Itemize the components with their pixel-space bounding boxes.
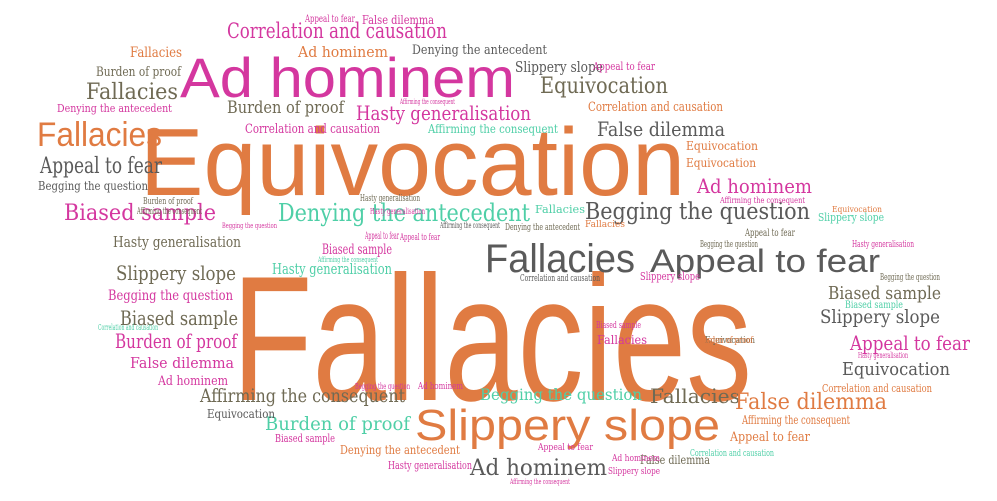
word-adhom-bottom: Ad hominem xyxy=(469,456,607,481)
word-false-dil-small: False dilemma xyxy=(640,453,710,467)
word-affirm-mid-tiny: Affirming the consequent xyxy=(317,256,378,264)
word-false-dilemma-m: False dilemma xyxy=(597,117,725,141)
word-begging-mid-tiny: Begging the question xyxy=(222,222,277,230)
word-affirm-bottom: Affirming the consequent xyxy=(199,385,405,407)
word-affirm-right: Affirming the consequent xyxy=(741,413,850,427)
word-affirm-bot: Affirming the consequent xyxy=(719,196,805,205)
word-appeal-fear-s: Appeal to fear xyxy=(592,60,655,73)
word-begging-left: Begging the question xyxy=(38,179,148,193)
word-begging-bottom: Begging the question xyxy=(480,385,642,404)
word-fallacies-m1: Fallacies xyxy=(37,116,162,154)
word-adhom-right: Ad hominem xyxy=(696,174,812,198)
word-affirm-tiny: Affirming the consequent xyxy=(136,207,202,217)
word-denying-bottom: Denying the antecedent xyxy=(340,443,460,457)
word-affirm-top: Affirming the consequent xyxy=(399,98,455,106)
word-begging-tiny: Begging the question xyxy=(880,273,940,283)
word-appeal-left: Appeal to fear xyxy=(39,154,162,179)
word-affirm-bottom-tiny: Affirming the consequent xyxy=(509,478,570,486)
word-hasty-tiny: Hasty generalisation xyxy=(852,240,914,250)
word-slippery-s: Slippery slope xyxy=(818,211,884,224)
word-equivocation-m: Equivocation xyxy=(540,74,668,99)
word-appeal-fear-mid: Appeal to fear xyxy=(365,231,400,242)
word-equiv-right: Equivocation xyxy=(842,359,950,380)
word-corr-mid: Correlation and causation xyxy=(245,122,380,137)
word-fallacies-xl: Fallacies xyxy=(232,239,752,438)
word-begging-small: Begging the question xyxy=(700,240,758,250)
word-slippery-bottom: Slippery slope xyxy=(608,467,660,477)
word-fallacies-teal: Fallacies xyxy=(535,203,585,216)
word-fallacies-small: Fallacies xyxy=(585,220,625,230)
word-equivocation-xl: Equivocation xyxy=(140,109,685,216)
word-corr-small: Correlation and causation xyxy=(520,274,600,284)
word-fallacies-pink: Fallacies xyxy=(597,333,647,347)
word-corr-bottom: Correlation and causation xyxy=(690,449,774,459)
word-appeal-top2: Appeal to fear xyxy=(399,233,440,243)
word-correlation-top: Correlation and causation xyxy=(227,19,447,43)
word-equiv-small2: Equivocation xyxy=(686,139,758,153)
word-appeal-tiny: Appeal to fear xyxy=(744,228,795,239)
word-burden-tiny: Burden of proof xyxy=(143,197,193,207)
word-denying-tiny: Denying the antecedent xyxy=(505,223,580,233)
word-adhom-tiny: Ad hominem xyxy=(611,454,660,464)
word-adhom-top: Ad hominem xyxy=(297,43,388,61)
word-corr-right2: Correlation and causation xyxy=(822,382,932,395)
word-burden-top: Burden of proof xyxy=(96,65,182,80)
word-hasty-top: Hasty generalisation xyxy=(360,194,420,204)
word-slippery-tiny: Slippery slope xyxy=(640,270,700,283)
word-appeal-bottom: Appeal to fear xyxy=(537,443,593,453)
word-begging-m: Begging the question xyxy=(585,199,810,225)
word-ad-hominem-l: Ad hominem xyxy=(180,46,515,109)
word-fallacies-tl: Fallacies xyxy=(130,45,182,61)
word-hasty-mid: Hasty generalisation xyxy=(370,207,425,216)
word-biased-l2: Biased sample xyxy=(120,306,238,330)
word-hasty-left: Hasty generalisation xyxy=(113,233,241,251)
word-false-dil-pink: False dilemma xyxy=(130,354,234,372)
word-false-dil-bottom: False dilemma xyxy=(735,390,887,415)
word-fallacies-bottom: Fallacies xyxy=(650,384,740,408)
word-slippery-left: Slippery slope xyxy=(116,261,236,285)
word-hasty-bottom: Hasty generalisation xyxy=(388,459,472,472)
word-biased-m: Biased sample xyxy=(64,201,216,226)
word-corr-right: Correlation and causation xyxy=(588,100,723,115)
word-biased-bottom-left: Biased sample xyxy=(596,321,641,331)
word-denying-left: Denying the antecedent xyxy=(57,102,172,115)
word-burden-m1: Burden of proof xyxy=(227,98,345,118)
word-fallacies-m2: Fallacies xyxy=(86,80,178,105)
word-appeal-fear-l: Appeal to fear xyxy=(650,243,880,279)
word-denying-m: Denying the antecedent xyxy=(278,199,530,227)
word-affirm-left: Affirming the consequent xyxy=(439,221,500,230)
word-begging-tiny2: Begging the question xyxy=(355,382,410,391)
word-equiv-top-r: Equivocation xyxy=(832,205,882,214)
word-burden-left: Burden of proof xyxy=(115,329,238,353)
word-hasty-teal: Hasty generalisation xyxy=(272,260,392,278)
word-denying-top: Denying the antecedent xyxy=(412,43,548,58)
word-slippery-right: Slippery slope xyxy=(820,306,940,328)
word-appeal-right: Appeal to fear xyxy=(849,331,970,355)
word-adhom-tiny2: Ad hominem xyxy=(417,382,463,392)
word-equiv-small: Equivocation xyxy=(207,407,275,421)
word-corr-left: Correlation and causation xyxy=(98,323,158,332)
word-equiv-small3: Equivocation xyxy=(686,156,756,170)
word-biased-right: Biased sample xyxy=(828,283,941,304)
word-adhom-small: Ad hominem xyxy=(157,374,228,389)
word-equiv-left: Equivocation xyxy=(705,336,755,346)
word-biased-center: Biased sample xyxy=(322,242,392,258)
word-burden-small: Burden of proof xyxy=(698,336,753,346)
word-burden-bottom: Burden of proof xyxy=(265,413,412,435)
word-biased-small: Biased sample xyxy=(275,432,335,445)
word-slippery-top: Slippery slope xyxy=(515,58,603,76)
word-biased-tiny: Biased sample xyxy=(845,300,903,311)
word-appeal-top: Appeal to fear xyxy=(304,14,355,25)
word-appeal-right2: Appeal to fear xyxy=(729,430,811,445)
word-false-dil-top: False dilemma xyxy=(362,13,434,27)
word-affirm-mid: Affirming the consequent xyxy=(427,122,558,136)
word-begging-pink: Begging the question xyxy=(108,288,233,304)
word-hasty-m: Hasty generalisation xyxy=(356,101,531,125)
word-slippery-slope-l: Slippery slope xyxy=(415,401,720,450)
word-hasty-tiny2: Hasty generalisation xyxy=(858,351,908,360)
word-fallacies-l: Fallacies xyxy=(485,237,635,281)
